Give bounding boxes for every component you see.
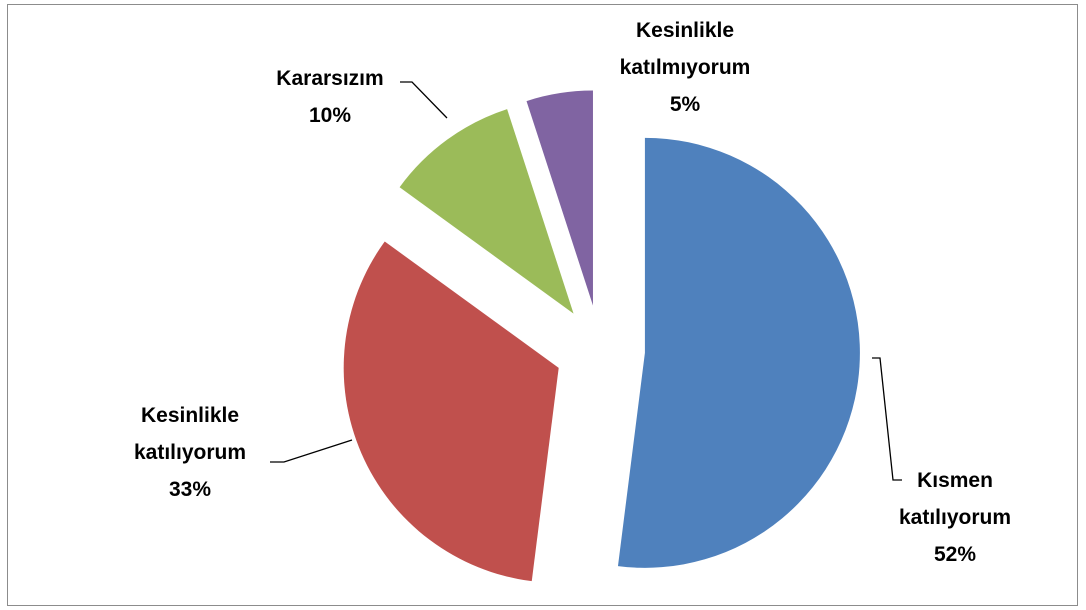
value-label: 33% (168, 478, 212, 501)
value-label: 52% (933, 543, 977, 566)
slice-label: Kısmen katılıyorum 52% (880, 462, 1030, 573)
category-label: Kararsızım (276, 67, 384, 90)
leader-line (400, 81, 448, 119)
slice-label: Kararsızım 10% (255, 60, 405, 134)
category-label: Kısmen katılıyorum (898, 469, 1012, 529)
pie-slice (617, 137, 860, 568)
slice-label: Kesinlikle katılıyorum 33% (115, 397, 265, 508)
leader-line (270, 439, 353, 463)
value-label: 5% (669, 93, 701, 116)
pie-slice (526, 90, 593, 306)
slice-label: Kesinlikle katılmıyorum 5% (610, 12, 760, 123)
pie-slice (399, 109, 574, 314)
category-label: Kesinlikle katılmıyorum (619, 19, 751, 79)
leader-line (872, 357, 902, 481)
pie-slice (343, 241, 559, 582)
value-label: 10% (308, 104, 352, 127)
category-label: Kesinlikle katılıyorum (133, 404, 247, 464)
